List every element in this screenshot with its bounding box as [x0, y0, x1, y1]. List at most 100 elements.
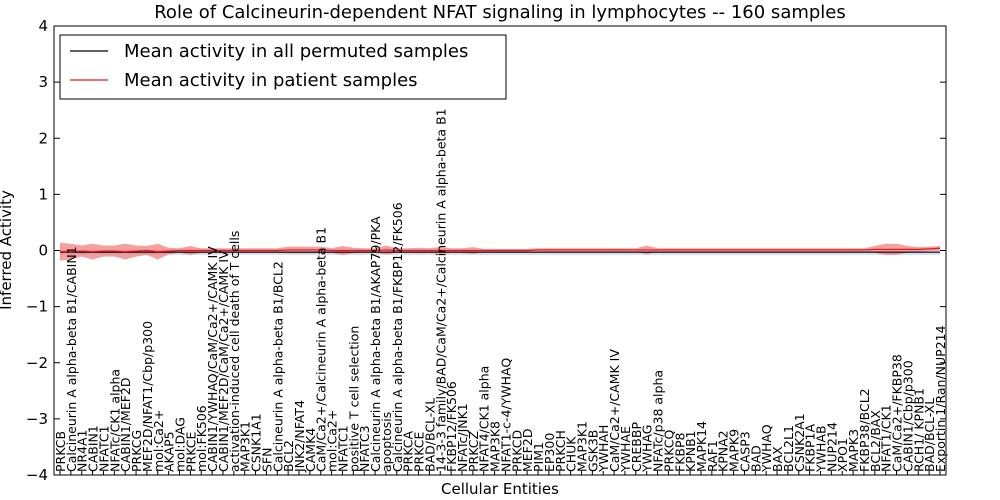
chart-title: Role of Calcineurin-dependent NFAT signa…: [154, 2, 846, 23]
category-label: CSNK1A1: [249, 413, 264, 472]
category-label: NFATC3: [357, 425, 372, 472]
category-label: NFAT4/CK1 alpha: [477, 366, 492, 472]
legend: Mean activity in all permuted samples Me…: [59, 34, 507, 100]
category-label: CABIN1: [86, 425, 101, 472]
category-label: KPNA2: [716, 430, 731, 472]
category-label: BCL2/BAX: [868, 410, 883, 472]
category-label: NFATc/CK1 alpha: [107, 369, 122, 472]
y-tick-label: 4: [38, 17, 48, 35]
category-label: JNK2/NFAT4: [292, 400, 307, 473]
category-label: NFAT1/CK1: [879, 404, 894, 472]
category-label: FKBP8: [672, 432, 687, 472]
category-label: PIM1: [531, 442, 546, 472]
category-label: PRKCQ: [661, 430, 676, 472]
category-label: PRKCA: [401, 431, 416, 472]
category-label: MAPK3: [846, 429, 861, 472]
category-label: PRKCH: [553, 430, 568, 472]
category-label: positive T cell selection: [346, 326, 361, 472]
category-label: AKAP5: [162, 431, 177, 472]
category-label: YWHAE: [618, 426, 633, 473]
category-label: NFATC1: [335, 425, 350, 472]
category-label: MAPK9: [727, 429, 742, 472]
category-label: CaM/Ca2+/FKBP38: [890, 354, 905, 472]
category-label: YWHAG: [640, 425, 655, 473]
category-label: Calcineurin A alpha-beta B1/CABIN1: [64, 246, 79, 472]
category-label: YWHAQ: [759, 424, 774, 473]
category-label: NUP214: [824, 422, 839, 472]
y-axis-ticks: −4 −3 −2 −1 0 1 2 3 4: [26, 17, 946, 484]
category-label: apoptosis: [379, 412, 394, 472]
series-lines: [60, 247, 941, 253]
category-label: CABIN1/YWHAQ/CaM/Ca2+/CAMK IV: [205, 246, 220, 472]
y-tick-label: −2: [26, 354, 48, 372]
category-label: NFATC1: [96, 425, 111, 472]
category-label: XPO1: [835, 438, 850, 472]
category-label: FKBP38/BCL2: [857, 388, 872, 472]
category-label: CABIN1/MEF2D: [118, 377, 133, 472]
category-label: MEF2D/NFAT1/Cbp/p300: [140, 321, 155, 472]
y-tick-label: 1: [38, 185, 48, 203]
category-label: BCL2: [281, 440, 296, 472]
x-axis-label: Cellular Entities: [441, 480, 559, 498]
y-axis-label: Inferred Activity: [0, 190, 15, 310]
category-label: MAPK14: [694, 421, 709, 472]
category-label: PRKCB: [53, 431, 68, 472]
category-label: FKBP12/FK506: [444, 381, 459, 472]
category-label: PRKCG: [129, 430, 144, 472]
category-label: FKBP1A: [803, 424, 818, 472]
category-label: CAMK4: [303, 428, 318, 472]
category-label: MAP3K8: [488, 421, 503, 472]
category-label: RCH1/ KPNB1: [911, 388, 926, 472]
category-label: CaM/Ca2+/Calcineurin A alpha-beta B1: [314, 227, 329, 472]
category-label: CASP3: [737, 431, 752, 472]
category-label: CHUK: [564, 436, 579, 472]
y-tick-label: −4: [26, 466, 48, 484]
category-label: BCL2L1: [781, 425, 796, 472]
category-label: Calcineurin A alpha-beta B1/FKBP12/FK506: [390, 202, 405, 472]
category-label: BAD/BCL-XL: [922, 398, 937, 472]
legend-label-permuted: Mean activity in all permuted samples: [124, 41, 468, 62]
y-tick-label: 0: [38, 242, 48, 260]
category-label: NR4A1: [75, 430, 90, 473]
category-label: PRKCE: [183, 432, 198, 472]
category-label: YWHAH: [596, 425, 611, 473]
category-label: Calcineurin A alpha-beta B1/AKAP79/PKA: [368, 216, 383, 472]
category-label: PRKCE: [412, 432, 427, 472]
category-label: NFATc/p38 alpha: [651, 370, 666, 472]
category-label: CABIN1/Cbp/p300: [900, 360, 915, 472]
y-tick-label: 2: [38, 129, 48, 147]
category-label: activation-induced cell death of T cells: [227, 231, 242, 472]
category-label: YWHAB: [813, 425, 828, 473]
category-label: MAP3K1: [574, 421, 589, 472]
category-label: Exportin 1/Ran/NUP214: [933, 325, 948, 472]
category-label: SFN: [259, 448, 274, 472]
line-series-1: [60, 247, 941, 253]
plot-frame: [53, 25, 947, 476]
category-label: mol:Ca2+: [325, 410, 340, 472]
y-tick-label: −1: [26, 298, 48, 316]
category-label: RAF1: [705, 440, 720, 472]
category-label: CSNK2A1: [792, 413, 807, 472]
legend-box: [59, 34, 507, 100]
category-label: mol:FK506: [194, 405, 209, 472]
category-label: mol:Ca2+: [151, 410, 166, 472]
category-label: BAD/BCL-XL: [422, 398, 437, 472]
category-label: mol:DAG: [173, 417, 188, 472]
category-label: CaM/Ca2+/CAMK IV: [607, 349, 622, 472]
category-label: CREBBP: [629, 422, 644, 472]
category-label: CABIN1/MEF2D/CaM/Ca2+/CAMK IV: [216, 250, 231, 472]
category-label: PRKCD: [509, 430, 524, 472]
y-tick-label: −3: [26, 410, 48, 428]
category-label: BAD: [748, 445, 763, 472]
category-label: MAP3K1: [238, 421, 253, 472]
legend-label-patient: Mean activity in patient samples: [124, 70, 418, 91]
category-label: EP300: [542, 433, 557, 472]
category-label: Calcineurin A alpha-beta B1/BCL2: [270, 261, 285, 472]
category-label: KPNB1: [683, 430, 698, 472]
category-label: NFATc/JNK1: [455, 403, 470, 472]
category-label: NFAT1-c-4/YWHAQ: [498, 358, 513, 472]
category-label: MEF2D: [520, 429, 535, 472]
category-label: 14-3-3 family/BAD/CaM/Ca2+/Calcineurin A…: [433, 108, 448, 472]
